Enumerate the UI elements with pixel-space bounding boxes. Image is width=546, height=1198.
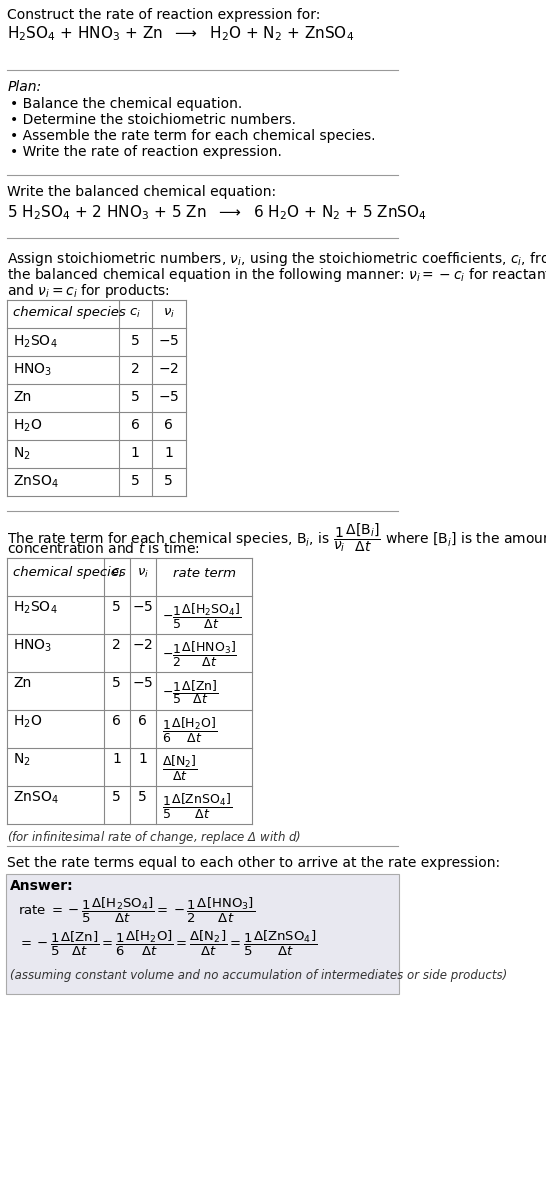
Text: $-\dfrac{1}{2}\dfrac{\Delta[\mathrm{HNO_3}]}{\Delta t}$: $-\dfrac{1}{2}\dfrac{\Delta[\mathrm{HNO_… — [162, 640, 237, 668]
Text: $-2$: $-2$ — [158, 362, 179, 376]
Text: $c_i$: $c_i$ — [129, 307, 141, 320]
Text: 2: 2 — [112, 639, 121, 652]
Text: $-2$: $-2$ — [132, 639, 153, 652]
Text: 6: 6 — [130, 418, 140, 432]
Text: $\nu_i$: $\nu_i$ — [136, 567, 149, 580]
Text: $\nu_i$: $\nu_i$ — [163, 307, 175, 320]
Text: 5: 5 — [164, 474, 173, 488]
Text: the balanced chemical equation in the following manner: $\nu_i = -c_i$ for react: the balanced chemical equation in the fo… — [8, 266, 546, 284]
Text: H$_2$O: H$_2$O — [13, 714, 43, 731]
Text: $-\dfrac{1}{5}\dfrac{\Delta[\mathrm{H_2SO_4}]}{\Delta t}$: $-\dfrac{1}{5}\dfrac{\Delta[\mathrm{H_2S… — [162, 603, 241, 631]
Text: The rate term for each chemical species, B$_i$, is $\dfrac{1}{\nu_i}\dfrac{\Delt: The rate term for each chemical species,… — [8, 521, 546, 553]
Text: 1: 1 — [112, 752, 121, 766]
Text: $-5$: $-5$ — [132, 676, 153, 690]
Text: $-5$: $-5$ — [158, 391, 179, 404]
Text: H$_2$SO$_4$: H$_2$SO$_4$ — [13, 334, 58, 350]
Text: Zn: Zn — [13, 676, 32, 690]
Text: rate term: rate term — [173, 567, 236, 580]
Text: 1: 1 — [130, 446, 140, 460]
Text: $\dfrac{\Delta[\mathrm{N_2}]}{\Delta t}$: $\dfrac{\Delta[\mathrm{N_2}]}{\Delta t}$ — [162, 754, 198, 783]
Text: 1: 1 — [164, 446, 173, 460]
Text: (for infinitesimal rate of change, replace Δ with $d$): (for infinitesimal rate of change, repla… — [8, 829, 301, 846]
Text: 1: 1 — [138, 752, 147, 766]
Text: 6: 6 — [138, 714, 147, 728]
Text: N$_2$: N$_2$ — [13, 446, 31, 462]
Text: HNO$_3$: HNO$_3$ — [13, 639, 52, 654]
Text: $c_i$: $c_i$ — [111, 567, 122, 580]
Text: Construct the rate of reaction expression for:: Construct the rate of reaction expressio… — [8, 8, 321, 22]
Text: $-5$: $-5$ — [158, 334, 179, 347]
Text: 5: 5 — [112, 600, 121, 615]
Text: H$_2$SO$_4$: H$_2$SO$_4$ — [13, 600, 58, 617]
Text: Plan:: Plan: — [8, 80, 41, 93]
Text: $\dfrac{1}{6}\dfrac{\Delta[\mathrm{H_2O}]}{\Delta t}$: $\dfrac{1}{6}\dfrac{\Delta[\mathrm{H_2O}… — [162, 716, 217, 745]
Text: H$_2$SO$_4$ + HNO$_3$ + Zn  $\longrightarrow$  H$_2$O + N$_2$ + ZnSO$_4$: H$_2$SO$_4$ + HNO$_3$ + Zn $\longrightar… — [8, 24, 354, 43]
Text: • Determine the stoichiometric numbers.: • Determine the stoichiometric numbers. — [10, 113, 296, 127]
Text: chemical species: chemical species — [13, 305, 126, 319]
Text: Set the rate terms equal to each other to arrive at the rate expression:: Set the rate terms equal to each other t… — [8, 857, 501, 870]
Text: Zn: Zn — [13, 391, 32, 404]
Text: H$_2$O: H$_2$O — [13, 418, 43, 435]
Text: ZnSO$_4$: ZnSO$_4$ — [13, 474, 59, 490]
Text: Answer:: Answer: — [10, 879, 74, 893]
Text: $-5$: $-5$ — [132, 600, 153, 615]
Text: $= -\dfrac{1}{5}\dfrac{\Delta[\mathrm{Zn}]}{\Delta t} = \dfrac{1}{6}\dfrac{\Delt: $= -\dfrac{1}{5}\dfrac{\Delta[\mathrm{Zn… — [18, 928, 317, 958]
Text: Assign stoichiometric numbers, $\nu_i$, using the stoichiometric coefficients, $: Assign stoichiometric numbers, $\nu_i$, … — [8, 250, 546, 268]
Text: 5 H$_2$SO$_4$ + 2 HNO$_3$ + 5 Zn  $\longrightarrow$  6 H$_2$O + N$_2$ + 5 ZnSO$_: 5 H$_2$SO$_4$ + 2 HNO$_3$ + 5 Zn $\longr… — [8, 202, 428, 222]
Text: rate $= -\dfrac{1}{5}\dfrac{\Delta[\mathrm{H_2SO_4}]}{\Delta t} = -\dfrac{1}{2}\: rate $= -\dfrac{1}{5}\dfrac{\Delta[\math… — [18, 896, 255, 925]
Text: N$_2$: N$_2$ — [13, 752, 31, 768]
Text: 5: 5 — [112, 789, 121, 804]
Text: Write the balanced chemical equation:: Write the balanced chemical equation: — [8, 184, 277, 199]
Text: chemical species: chemical species — [13, 565, 126, 579]
Text: 5: 5 — [130, 334, 139, 347]
Text: • Assemble the rate term for each chemical species.: • Assemble the rate term for each chemic… — [10, 129, 376, 143]
Text: 5: 5 — [112, 676, 121, 690]
Text: • Balance the chemical equation.: • Balance the chemical equation. — [10, 97, 242, 111]
Text: (assuming constant volume and no accumulation of intermediates or side products): (assuming constant volume and no accumul… — [10, 969, 508, 982]
FancyBboxPatch shape — [6, 875, 400, 994]
Text: 2: 2 — [130, 362, 139, 376]
Text: $-\dfrac{1}{5}\dfrac{\Delta[\mathrm{Zn}]}{\Delta t}$: $-\dfrac{1}{5}\dfrac{\Delta[\mathrm{Zn}]… — [162, 678, 218, 706]
Text: HNO$_3$: HNO$_3$ — [13, 362, 52, 379]
Text: 5: 5 — [130, 391, 139, 404]
Text: 6: 6 — [164, 418, 173, 432]
Text: ZnSO$_4$: ZnSO$_4$ — [13, 789, 59, 806]
Text: 5: 5 — [138, 789, 147, 804]
Text: 5: 5 — [130, 474, 139, 488]
Text: and $\nu_i = c_i$ for products:: and $\nu_i = c_i$ for products: — [8, 282, 170, 300]
Text: • Write the rate of reaction expression.: • Write the rate of reaction expression. — [10, 145, 282, 159]
Text: concentration and $t$ is time:: concentration and $t$ is time: — [8, 541, 200, 556]
Text: $\dfrac{1}{5}\dfrac{\Delta[\mathrm{ZnSO_4}]}{\Delta t}$: $\dfrac{1}{5}\dfrac{\Delta[\mathrm{ZnSO_… — [162, 792, 232, 821]
Text: 6: 6 — [112, 714, 121, 728]
